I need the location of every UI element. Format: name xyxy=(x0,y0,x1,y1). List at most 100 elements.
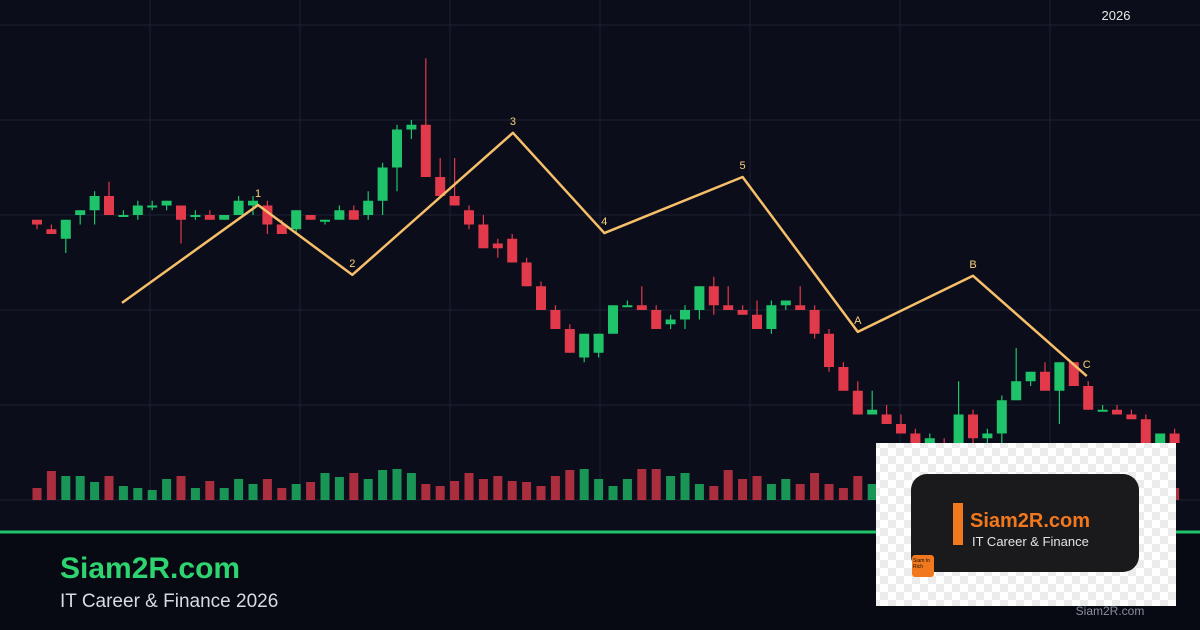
volume-bar xyxy=(234,479,244,500)
volume-bar xyxy=(162,479,172,500)
candle-body xyxy=(147,205,158,208)
candle-body xyxy=(579,333,590,358)
candle-body xyxy=(507,238,518,263)
volume-bar xyxy=(421,484,431,500)
volume-bar xyxy=(406,473,416,500)
candle-body xyxy=(564,329,575,353)
volume-bar xyxy=(61,476,71,500)
volume-bar xyxy=(565,470,575,500)
candle-body xyxy=(248,200,258,206)
candle-body xyxy=(464,210,474,225)
candle-body xyxy=(680,310,690,320)
volume-bar xyxy=(594,479,604,500)
volume-bar xyxy=(118,486,128,500)
candle-body xyxy=(104,196,114,215)
volume-bar xyxy=(464,473,474,500)
candle-body xyxy=(1025,371,1036,382)
candle-body xyxy=(737,310,748,315)
volume-bar xyxy=(205,481,215,500)
wave-label: 3 xyxy=(510,116,516,128)
wave-label: 1 xyxy=(255,188,261,200)
volume-bar xyxy=(104,476,114,500)
wave-label: 4 xyxy=(601,216,607,228)
watermark: Siam2R.com xyxy=(1076,604,1145,618)
volume-bar xyxy=(723,470,733,500)
candle-body xyxy=(1068,362,1079,386)
candle-body xyxy=(953,414,964,443)
candle-body xyxy=(881,414,892,424)
candle-body xyxy=(1126,414,1137,420)
volume-bar xyxy=(190,488,200,500)
candle-body xyxy=(377,167,388,201)
candle-body xyxy=(1097,409,1108,412)
volume-bar xyxy=(147,490,157,500)
volume-bar xyxy=(608,486,618,500)
candle-body xyxy=(435,177,446,196)
candle-body xyxy=(593,333,604,353)
candle-body xyxy=(521,262,532,287)
candle-body xyxy=(795,305,806,310)
candle-body xyxy=(723,305,734,310)
candle-body xyxy=(32,219,42,225)
candle-body xyxy=(536,286,546,310)
candle-body xyxy=(968,414,978,439)
volume-bar xyxy=(824,484,834,500)
volume-bar xyxy=(622,479,632,500)
volume-bar xyxy=(176,476,186,500)
volume-bar xyxy=(795,484,805,500)
candle-body xyxy=(852,390,863,415)
candle-body xyxy=(132,205,143,215)
volume-bar xyxy=(32,488,42,500)
volume-bar xyxy=(320,473,330,500)
candle-body xyxy=(161,200,172,206)
volume-bar xyxy=(291,484,301,500)
candle-body xyxy=(665,319,676,325)
volume-bar xyxy=(738,479,748,500)
candle-body xyxy=(622,305,633,308)
year-label: 2026 xyxy=(1102,8,1131,23)
candle-body xyxy=(651,310,662,329)
logo-card: Siam2R.com IT Career & Finance Siam to R… xyxy=(876,443,1176,606)
volume-bar xyxy=(248,484,258,500)
candle-body xyxy=(694,286,705,310)
candle-body xyxy=(363,200,374,215)
grid xyxy=(0,0,1200,501)
volume-bar xyxy=(666,476,676,500)
candle-body xyxy=(478,224,489,249)
logo-site: Siam2R.com xyxy=(970,510,1090,532)
volume-bar xyxy=(766,484,776,500)
candle-body xyxy=(334,210,345,220)
volume-bar xyxy=(334,477,344,500)
candle-body xyxy=(204,215,215,220)
wave-label: A xyxy=(854,315,862,327)
candle-body xyxy=(219,215,230,220)
volume-bar xyxy=(694,484,704,500)
volume-bar xyxy=(450,481,460,500)
volume-bar xyxy=(133,488,143,500)
wave-label: C xyxy=(1083,359,1091,371)
candle-body xyxy=(708,286,719,306)
volume-bar xyxy=(522,482,532,500)
candle-body xyxy=(1112,409,1122,415)
volume-bar xyxy=(550,476,560,500)
candle-body xyxy=(766,305,777,329)
volume-bar xyxy=(90,482,100,500)
volume-bar xyxy=(392,469,402,500)
tagline: IT Career & Finance 2026 xyxy=(60,591,278,612)
candle-body xyxy=(550,310,561,329)
volume-bar xyxy=(579,469,589,500)
wave-line xyxy=(121,131,1088,377)
volume-bar xyxy=(277,488,287,500)
volume-bar xyxy=(363,479,373,500)
volume-bar xyxy=(306,482,316,500)
candle-body xyxy=(492,243,503,249)
candle-body xyxy=(996,400,1007,434)
candle-body xyxy=(1140,419,1151,443)
volume-bar xyxy=(709,486,719,500)
candle-body xyxy=(190,215,201,217)
candle-body xyxy=(896,424,906,434)
candle-body xyxy=(752,314,762,329)
candle-body xyxy=(276,224,287,234)
